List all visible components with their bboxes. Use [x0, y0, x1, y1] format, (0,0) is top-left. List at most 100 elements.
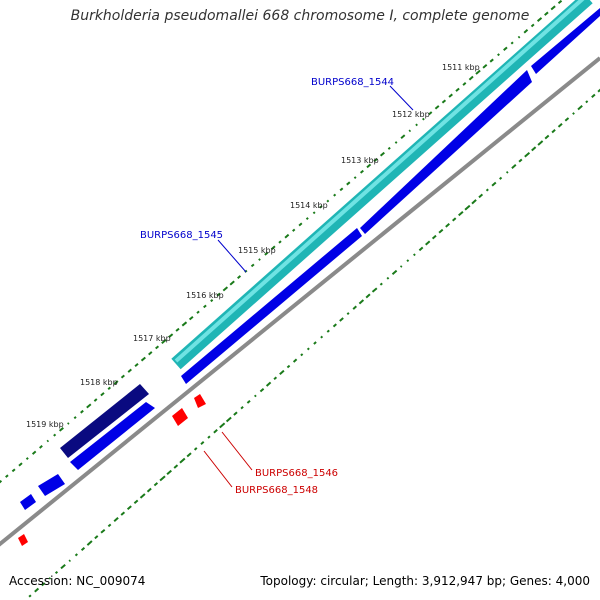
gene-label-1546[interactable]: BURPS668_1546	[255, 468, 338, 479]
gc-tick	[113, 517, 119, 523]
gc-tick	[557, 122, 563, 128]
gc-tick	[425, 240, 431, 246]
gc-tick	[431, 234, 437, 240]
gc-tick	[196, 310, 200, 314]
gene-dark[interactable]	[60, 384, 149, 458]
gc-tick	[193, 447, 198, 451]
gc-tick	[550, 5, 556, 11]
map-title: Burkholderia pseudomallei 668 chromosome…	[70, 8, 530, 24]
gc-tick	[387, 146, 391, 150]
feature-band-cyan[interactable]	[171, 0, 593, 370]
gc-tick	[25, 457, 29, 461]
gc-tick	[511, 164, 517, 169]
gc-tick	[222, 286, 229, 292]
gc-tick	[482, 64, 488, 69]
gc-tick	[34, 587, 40, 593]
gc-tick	[564, 117, 570, 122]
genome-summary: Topology: circular; Length: 3,912,947 bp…	[260, 574, 590, 588]
gene-reverse-red[interactable]	[194, 394, 206, 408]
gc-tick	[399, 265, 403, 268]
gene-arrow-blue[interactable]	[360, 70, 532, 234]
gc-tick	[265, 381, 272, 387]
gc-tick	[312, 211, 316, 215]
gene-label-1544[interactable]: BURPS668_1544	[311, 77, 394, 88]
gc-tick	[219, 422, 226, 429]
gc-tick	[240, 406, 244, 410]
gc-tick	[188, 315, 194, 321]
gene-reverse-red[interactable]	[172, 408, 188, 426]
tick-label: 1514 kbp	[290, 201, 328, 210]
gc-tick	[155, 345, 160, 350]
gc-tick	[120, 374, 125, 379]
gc-tick	[127, 368, 132, 373]
gc-tick	[259, 387, 265, 393]
gene-label-1545[interactable]: BURPS668_1545	[140, 230, 223, 241]
tick-label: 1513 kbp	[341, 156, 379, 165]
gc-tick	[31, 450, 37, 455]
callout-line	[203, 450, 233, 488]
gc-tick	[394, 141, 398, 144]
gc-tick	[391, 269, 398, 275]
gene-arrow-blue[interactable]	[181, 228, 362, 384]
gc-tick	[523, 29, 529, 34]
gc-tick	[126, 505, 132, 511]
gc-tick	[544, 11, 549, 16]
gc-tick	[179, 457, 186, 464]
gc-tick	[175, 327, 180, 332]
tick-label: 1512 kbp	[392, 110, 430, 119]
gc-tick	[518, 158, 523, 163]
gc-tick	[408, 129, 412, 133]
gc-tick	[139, 493, 146, 499]
gc-tick	[210, 299, 214, 303]
gc-tick	[491, 181, 497, 187]
gc-tick	[161, 338, 167, 345]
gc-tick	[346, 312, 350, 316]
gene-reverse-red[interactable]	[18, 534, 28, 546]
gc-tick	[93, 398, 98, 402]
gc-tick	[319, 205, 323, 209]
gc-tick	[471, 199, 477, 205]
gc-tick	[53, 433, 57, 437]
gc-tick	[591, 93, 596, 99]
gc-tick	[366, 163, 372, 169]
gc-tick	[58, 427, 64, 432]
gc-tick	[100, 392, 105, 397]
gc-tick	[146, 487, 152, 493]
gc-tick	[134, 362, 139, 367]
gc-tick	[379, 282, 383, 286]
gc-tick	[264, 251, 269, 256]
gc-tick	[455, 87, 460, 92]
gc-tick	[148, 351, 153, 356]
gene-arrow-blue[interactable]	[38, 474, 65, 496]
gc-tick	[133, 499, 139, 505]
gc-tick	[120, 511, 126, 516]
gene-arrow-blue[interactable]	[20, 494, 36, 510]
gc-tick	[544, 134, 550, 140]
gc-tick	[448, 93, 453, 98]
gc-tick	[250, 263, 255, 268]
gc-tick	[445, 223, 450, 228]
gc-tick	[213, 429, 218, 434]
gene-arrow-blue[interactable]	[531, 8, 600, 74]
callout-line	[389, 85, 414, 111]
gc-tick	[107, 523, 112, 528]
gc-tick	[510, 41, 514, 45]
gc-tick	[517, 35, 521, 39]
gc-tick	[379, 151, 385, 157]
gc-tick	[11, 468, 16, 473]
gc-tick	[273, 376, 278, 381]
gc-tick	[67, 422, 70, 425]
gc-tick	[418, 246, 424, 252]
gene-label-1548[interactable]: BURPS668_1548	[235, 485, 318, 496]
gc-tick	[237, 275, 242, 280]
gene-arrow-blue[interactable]	[70, 402, 155, 470]
tick-label: 1517 kbp	[133, 334, 171, 343]
gc-tick	[86, 540, 93, 546]
gc-tick	[371, 287, 378, 293]
gc-tick	[73, 416, 77, 420]
gc-tick	[216, 292, 221, 297]
tick-label: 1519 kbp	[26, 420, 64, 429]
gc-tick	[203, 304, 207, 309]
